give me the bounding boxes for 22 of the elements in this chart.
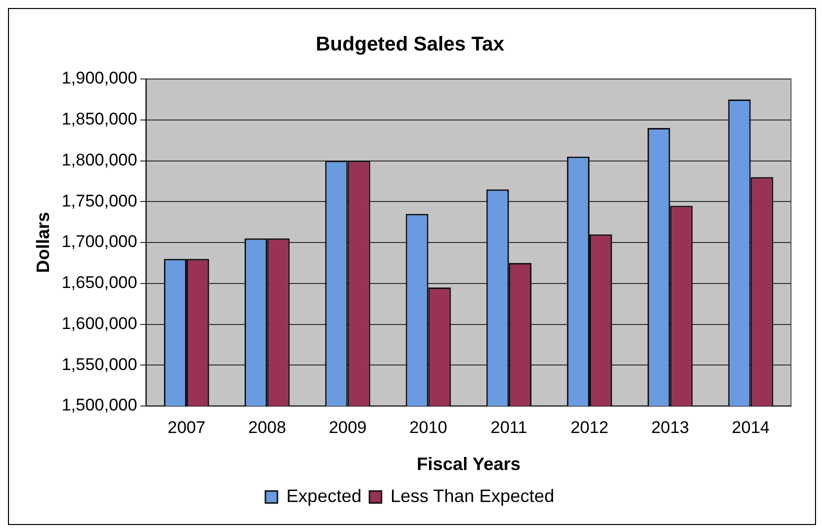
chart-title: Budgeted Sales Tax xyxy=(316,34,504,56)
y-tick-label: 1,600,000 xyxy=(62,314,138,333)
y-tick-label: 1,500,000 xyxy=(62,396,138,415)
legend-label: Expected xyxy=(286,486,362,506)
y-tick-label: 1,700,000 xyxy=(62,232,138,252)
x-tick-label: 2012 xyxy=(570,418,608,437)
x-tick-label: 2010 xyxy=(409,418,448,437)
x-axis-title: Fiscal Years xyxy=(416,454,520,474)
y-axis-title: Dollars xyxy=(32,212,53,274)
y-tick-label: 1,750,000 xyxy=(62,191,138,210)
x-tick-label: 2014 xyxy=(732,418,770,437)
y-tick-label: 1,850,000 xyxy=(62,110,138,129)
y-tick-label: 1,650,000 xyxy=(62,273,138,292)
x-tick-label: 2007 xyxy=(168,418,206,437)
y-tick-label: 1,900,000 xyxy=(62,68,138,88)
y-tick-label: 1,550,000 xyxy=(62,354,138,374)
y-tick-label: 1,800,000 xyxy=(62,150,138,170)
x-tick-label: 2008 xyxy=(248,418,286,437)
x-tick-label: 2011 xyxy=(490,418,528,437)
x-tick-label: 2013 xyxy=(651,418,690,437)
x-tick-label: 2009 xyxy=(328,418,367,437)
legend-label: Less Than Expected xyxy=(390,486,554,506)
